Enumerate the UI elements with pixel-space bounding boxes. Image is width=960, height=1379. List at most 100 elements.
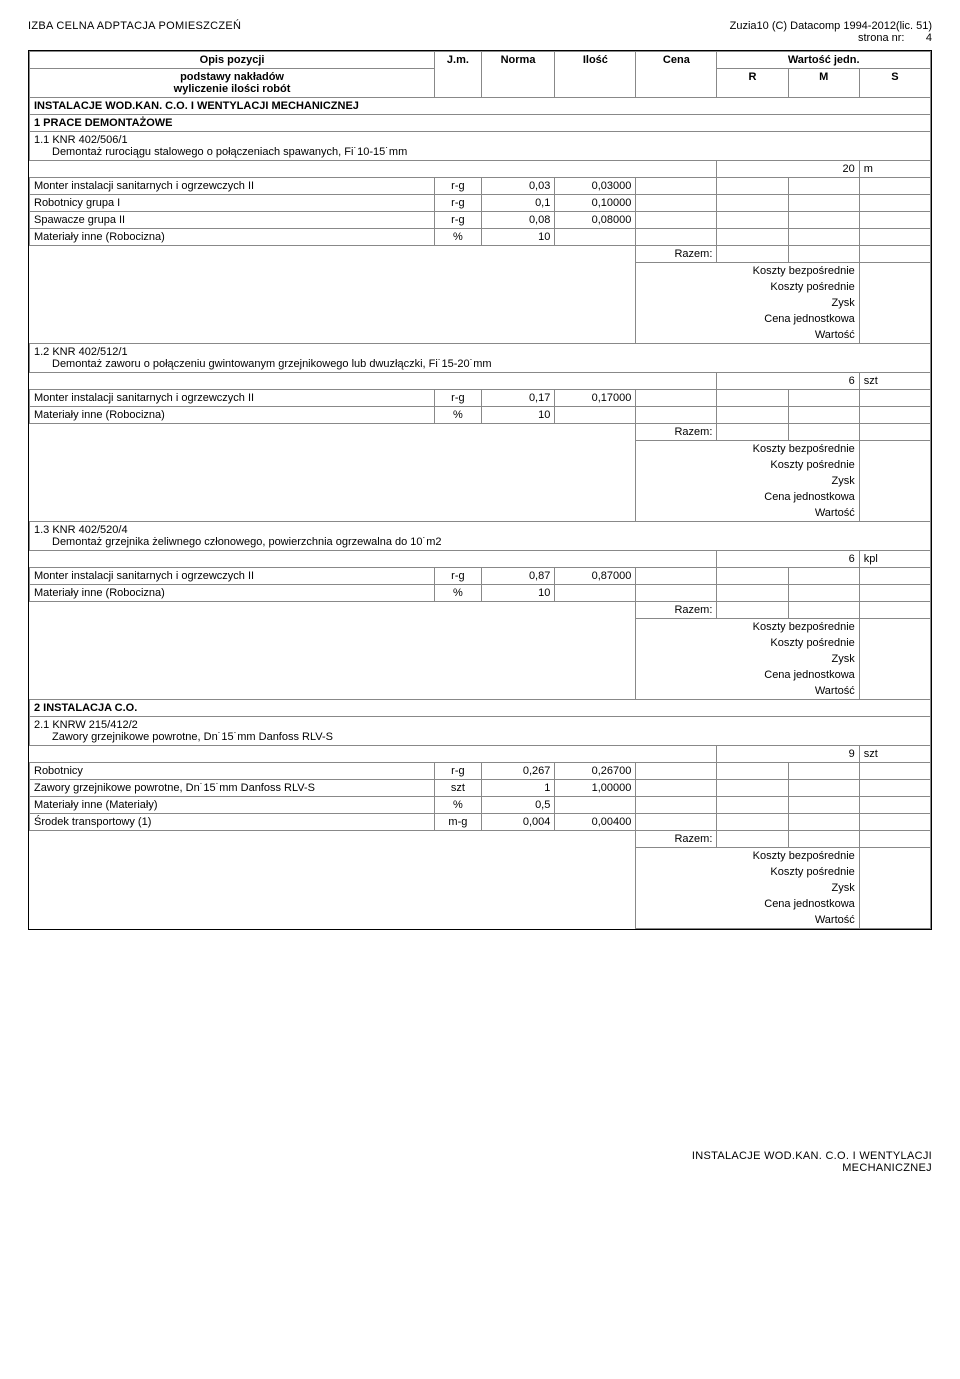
- summary-row: Zysk: [30, 880, 931, 896]
- th-wart-jedn: Wartość jedn.: [717, 52, 931, 69]
- resource-jm: r-g: [435, 195, 482, 212]
- razem-m: [788, 246, 859, 263]
- resource-cena: [636, 780, 717, 797]
- item-13-code: 1.3 KNR 402/520/4 Demontaż grzejnika żel…: [30, 522, 931, 551]
- resource-s: [859, 178, 930, 195]
- summary-value: [859, 683, 930, 700]
- item-21-desc: Zawory grzejnikowe powrotne, Dn˙15˙mm Da…: [34, 731, 926, 743]
- item-11-qty-row: 20 m: [30, 161, 931, 178]
- resource-norma: 0,267: [481, 763, 555, 780]
- resource-cena: [636, 763, 717, 780]
- razem-row: Razem:: [30, 831, 931, 848]
- resource-name: Monter instalacji sanitarnych i ogrzewcz…: [30, 568, 435, 585]
- summary-row: Cena jednostkowa: [30, 667, 931, 683]
- resource-m: [788, 814, 859, 831]
- th-ilosc: Ilość: [555, 52, 636, 98]
- summary-row: Koszty bezpośrednie: [30, 441, 931, 458]
- item-13-desc: Demontaż grzejnika żeliwnego członowego,…: [34, 536, 926, 548]
- resource-ilosc: 0,26700: [555, 763, 636, 780]
- summary-value: [859, 473, 930, 489]
- resource-norma: 0,004: [481, 814, 555, 831]
- section-2-title: 2 INSTALACJA C.O.: [30, 700, 931, 717]
- item-13-title-row: 1.3 KNR 402/520/4 Demontaż grzejnika żel…: [30, 522, 931, 551]
- resource-cena: [636, 407, 717, 424]
- resource-s: [859, 780, 930, 797]
- resource-row: Robotnicyr-g0,2670,26700: [30, 763, 931, 780]
- th-s: S: [859, 69, 930, 98]
- item-21-title-row: 2.1 KNRW 215/412/2 Zawory grzejnikowe po…: [30, 717, 931, 746]
- resource-ilosc: [555, 585, 636, 602]
- empty-cell: [30, 295, 636, 311]
- resource-norma: 10: [481, 585, 555, 602]
- th-jm: J.m.: [435, 52, 482, 98]
- summary-row: Koszty pośrednie: [30, 864, 931, 880]
- resource-s: [859, 568, 930, 585]
- summary-value: [859, 896, 930, 912]
- item-11-code: 1.1 KNR 402/506/1 Demontaż rurociągu sta…: [30, 132, 931, 161]
- resource-m: [788, 585, 859, 602]
- razem-s: [859, 424, 930, 441]
- th-opis-l1: Opis pozycji: [34, 54, 430, 66]
- resource-jm: r-g: [435, 212, 482, 229]
- summary-label: Koszty pośrednie: [636, 279, 859, 295]
- resource-s: [859, 585, 930, 602]
- empty-cell: [30, 311, 636, 327]
- item-13-qty: 6: [717, 551, 859, 568]
- resource-m: [788, 797, 859, 814]
- resource-jm: r-g: [435, 178, 482, 195]
- th-opis-sub2: wyliczenie ilości robót: [34, 83, 430, 95]
- resource-r: [717, 229, 788, 246]
- item-12-desc: Demontaż zaworu o połączeniu gwintowanym…: [34, 358, 926, 370]
- empty-cell: [30, 424, 636, 441]
- resource-s: [859, 212, 930, 229]
- summary-value: [859, 489, 930, 505]
- item-12-code-text: 1.2 KNR 402/512/1: [34, 346, 128, 358]
- summary-value: [859, 619, 930, 636]
- resource-cena: [636, 212, 717, 229]
- resource-jm: %: [435, 407, 482, 424]
- summary-label: Zysk: [636, 880, 859, 896]
- summary-row: Koszty bezpośrednie: [30, 848, 931, 865]
- section-2-row: 2 INSTALACJA C.O.: [30, 700, 931, 717]
- resource-ilosc: 1,00000: [555, 780, 636, 797]
- razem-r: [717, 831, 788, 848]
- resource-norma: 0,08: [481, 212, 555, 229]
- resource-s: [859, 814, 930, 831]
- summary-label: Wartość: [636, 505, 859, 522]
- summary-value: [859, 457, 930, 473]
- th-opis-l2: podstawy nakładów wyliczenie ilości robó…: [30, 69, 435, 98]
- summary-label: Koszty pośrednie: [636, 457, 859, 473]
- main-title-row: INSTALACJE WOD.KAN. C.O. I WENTYLACJI ME…: [30, 98, 931, 115]
- resource-ilosc: 0,10000: [555, 195, 636, 212]
- item-12-rows: Monter instalacji sanitarnych i ogrzewcz…: [30, 390, 931, 424]
- resource-row: Środek transportowy (1)m-g0,0040,00400: [30, 814, 931, 831]
- summary-value: [859, 651, 930, 667]
- page-footer: INSTALACJE WOD.KAN. C.O. I WENTYLACJI ME…: [28, 1150, 932, 1174]
- resource-cena: [636, 585, 717, 602]
- summary-value: [859, 912, 930, 929]
- summary-label: Wartość: [636, 327, 859, 344]
- resource-m: [788, 229, 859, 246]
- document-table-wrap: Opis pozycji J.m. Norma Ilość Cena Warto…: [28, 50, 932, 930]
- page-header: IZBA CELNA ADPTACJA POMIESZCZEŃ Zuzia10 …: [28, 20, 932, 44]
- summary-value: [859, 311, 930, 327]
- razem-row: Razem:: [30, 246, 931, 263]
- resource-ilosc: [555, 407, 636, 424]
- empty-cell: [30, 746, 717, 763]
- summary-label: Zysk: [636, 295, 859, 311]
- resource-s: [859, 229, 930, 246]
- resource-ilosc: 0,03000: [555, 178, 636, 195]
- item-21-rows: Robotnicyr-g0,2670,26700Zawory grzejniko…: [30, 763, 931, 831]
- summary-row: Wartość: [30, 683, 931, 700]
- item-12-summary: Razem:Koszty bezpośrednieKoszty pośredni…: [30, 424, 931, 522]
- summary-row: Koszty pośrednie: [30, 635, 931, 651]
- summary-row: Wartość: [30, 327, 931, 344]
- item-13-qty-row: 6 kpl: [30, 551, 931, 568]
- resource-name: Materiały inne (Materiały): [30, 797, 435, 814]
- summary-value: [859, 635, 930, 651]
- table-header-row-1: Opis pozycji J.m. Norma Ilość Cena Warto…: [30, 52, 931, 69]
- summary-row: Koszty bezpośrednie: [30, 263, 931, 280]
- summary-row: Zysk: [30, 295, 931, 311]
- resource-m: [788, 763, 859, 780]
- razem-m: [788, 602, 859, 619]
